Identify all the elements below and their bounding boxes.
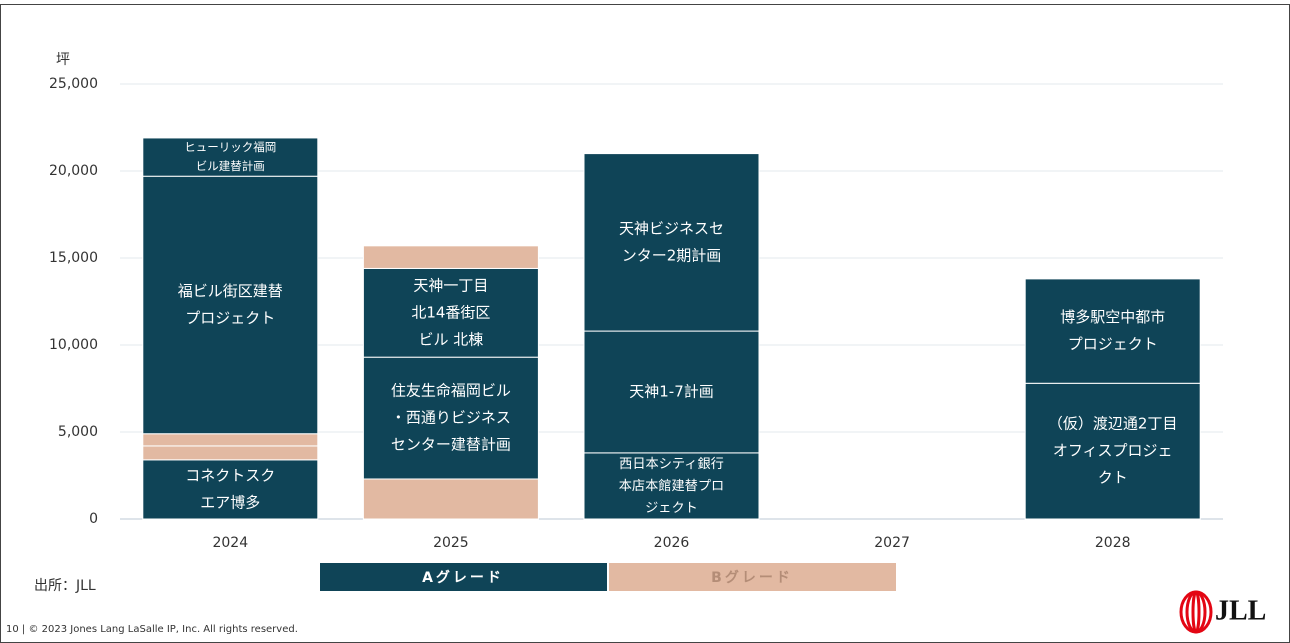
x-tick-label: 2025 (433, 535, 469, 551)
segment-label: センター建替計画 (391, 436, 511, 454)
segment-label: ビル建替計画 (196, 159, 265, 173)
bar-segment (142, 175, 319, 435)
bar-segment (583, 330, 760, 454)
segment-label: プロジェクト (1068, 335, 1158, 353)
segment-label: ジェクト (645, 500, 698, 516)
segment-label: ・西通りビジネス (391, 409, 511, 427)
footer: 10 | © 2023 Jones Lang LaSalle IP, Inc. … (6, 624, 298, 635)
bar-segment (142, 433, 319, 447)
segment-label: ンター2期計画 (622, 246, 722, 264)
y-tick-label: 15,000 (49, 250, 98, 266)
legend-label: Aグレード (422, 569, 504, 586)
segment-label: 天神一丁目 (413, 276, 488, 294)
segment-label: オフィスプロジェ (1053, 442, 1173, 460)
logo-ring (1185, 590, 1207, 634)
x-tick-label: 2024 (212, 535, 248, 551)
logo: JLL (1179, 590, 1266, 634)
y-tick-label: 5,000 (58, 424, 98, 440)
legend-label: Bグレード (711, 569, 793, 586)
segment-label: コネクトスク (185, 466, 275, 484)
segment-label: 天神ビジネスセ (619, 219, 724, 237)
bar-segment (362, 267, 539, 358)
bar-segment (583, 153, 760, 332)
segment-label: 本店本館建替プロ (619, 478, 725, 494)
bar-segment (142, 137, 319, 177)
logo-text: JLL (1215, 595, 1266, 626)
segment-label: 福ビル街区建替 (178, 282, 283, 300)
segment-label: エア博多 (200, 493, 260, 511)
y-tick-label: 10,000 (49, 337, 98, 353)
legend-swatch (609, 563, 896, 591)
x-tick-label: 2026 (654, 535, 690, 551)
y-tick-label: 0 (89, 511, 98, 527)
segment-label: ヒューリック福岡 (184, 140, 276, 154)
segment-label: 北14番街区 (411, 303, 490, 321)
source: 出所：JLL (34, 578, 96, 594)
bar-segment (583, 452, 760, 520)
y-unit: 坪 (56, 52, 70, 68)
bar-segment (142, 445, 319, 461)
segment-label: クト (1098, 469, 1128, 487)
bar-segment (362, 245, 539, 269)
x-tick-label: 2028 (1095, 535, 1131, 551)
bar-segment (1024, 278, 1201, 384)
segment-label: 住友生命福岡ビル (391, 382, 511, 400)
bar-segment (1024, 382, 1201, 520)
bar-segment (362, 356, 539, 480)
x-tick-label: 2027 (874, 535, 910, 551)
y-tick-label: 25,000 (49, 76, 98, 92)
logo-ring (1191, 590, 1201, 634)
segment-label: プロジェクト (185, 309, 275, 327)
segment-label: 天神1-7計画 (629, 382, 714, 400)
segment-label: （仮）渡辺通2丁目 (1048, 415, 1178, 433)
segment-label: ビル 北棟 (419, 330, 484, 348)
legend-swatch (320, 563, 607, 591)
bar-segment (362, 478, 539, 520)
segment-label: 博多駅空中都市 (1060, 308, 1165, 326)
y-tick-label: 20,000 (49, 163, 98, 179)
segment-label: 西日本シティ銀行 (619, 456, 724, 472)
